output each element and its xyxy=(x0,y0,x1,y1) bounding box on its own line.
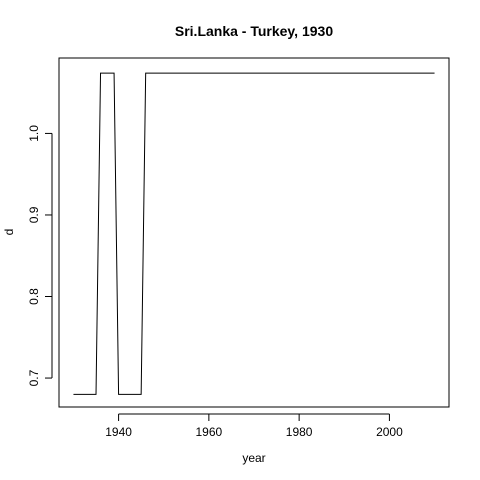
series-layer xyxy=(73,72,435,395)
series-line xyxy=(73,72,435,395)
y-axis: 0.7 0.8 0.9 1.0 xyxy=(27,125,53,386)
plot-frame xyxy=(58,57,450,408)
y-axis-label: d xyxy=(2,229,16,236)
y-tick-label: 0.9 xyxy=(27,206,41,223)
x-axis: 1940 1960 1980 2000 xyxy=(105,413,403,439)
x-tick-label: 1980 xyxy=(286,425,313,439)
x-axis-label: year xyxy=(242,451,265,465)
x-tick-label: 1940 xyxy=(105,425,132,439)
x-tick-label: 2000 xyxy=(376,425,403,439)
chart-title: Sri.Lanka - Turkey, 1930 xyxy=(175,23,333,39)
y-tick-label: 0.7 xyxy=(27,369,41,386)
x-tick-label: 1960 xyxy=(196,425,223,439)
y-tick-label: 0.8 xyxy=(27,288,41,305)
y-tick-label: 1.0 xyxy=(27,125,41,142)
